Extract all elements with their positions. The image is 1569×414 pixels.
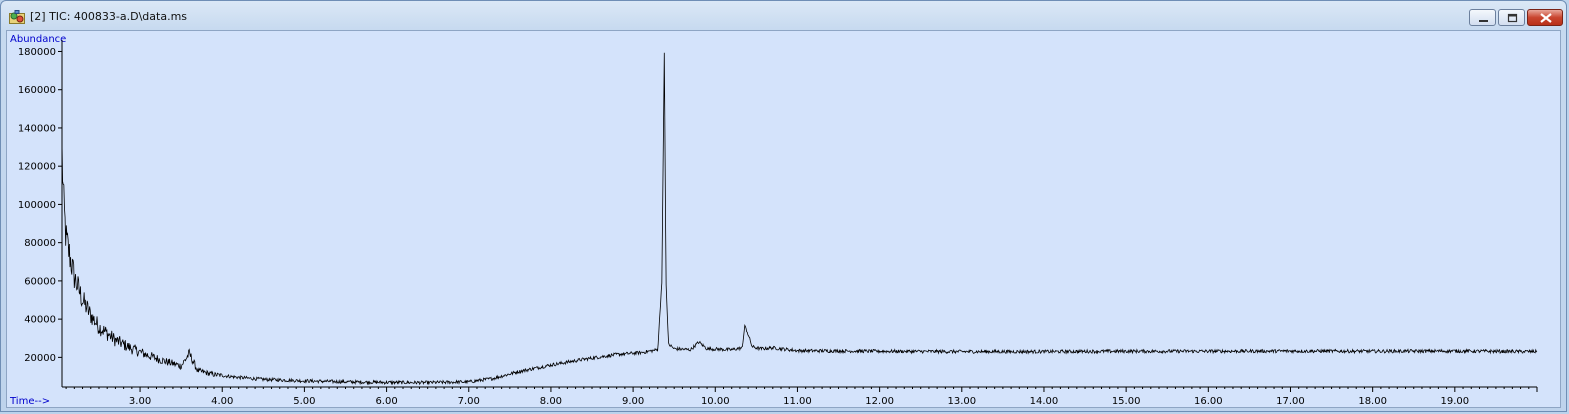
x-tick-label: 17.00 [1276, 396, 1305, 407]
y-tick-label: 160000 [18, 85, 56, 96]
x-tick-label: 9.00 [622, 396, 644, 407]
x-tick-label: 3.00 [129, 396, 151, 407]
x-tick-label: 14.00 [1030, 396, 1059, 407]
x-tick-label: 10.00 [701, 396, 730, 407]
y-tick-label: 40000 [24, 315, 56, 326]
x-tick-label: 19.00 [1441, 396, 1470, 407]
maximize-button[interactable] [1498, 9, 1525, 26]
x-tick-label: 13.00 [947, 396, 976, 407]
tick-marks: 20000 40000 60000 80000 100000 120000 140000 16… [18, 47, 1538, 407]
title-bar[interactable]: [2] TIC: 400833-a.D\data.ms [1, 1, 1566, 31]
x-tick-label: 8.00 [540, 396, 562, 407]
y-axis-label: Abundance [10, 34, 66, 45]
x-tick-label: 5.00 [293, 396, 315, 407]
x-tick-label: 15.00 [1112, 396, 1141, 407]
y-tick-label: 180000 [18, 47, 56, 58]
x-tick-label: 18.00 [1358, 396, 1387, 407]
minimize-icon [1479, 20, 1488, 22]
axes [61, 40, 1537, 388]
x-tick-label: 4.00 [211, 396, 233, 407]
x-axis-label: Time--> [9, 396, 50, 407]
y-tick-label: 80000 [24, 238, 56, 249]
y-tick-label: 100000 [18, 200, 56, 211]
x-tick-label: 11.00 [783, 396, 812, 407]
window-title: [2] TIC: 400833-a.D\data.ms [30, 10, 188, 23]
x-tick-label: 7.00 [458, 396, 480, 407]
x-tick-label: 6.00 [375, 396, 397, 407]
x-tick-label: 12.00 [865, 396, 894, 407]
y-tick-label: 140000 [18, 123, 56, 134]
trace-layer [61, 52, 1538, 386]
tic-chart[interactable]: Abundance Time--> 20000 40000 60000 80000 10… [7, 31, 1560, 407]
x-tick-label: 16.00 [1194, 396, 1223, 407]
minimize-button[interactable] [1469, 9, 1496, 26]
plot-area[interactable]: Abundance Time--> 20000 40000 60000 80000 10… [6, 30, 1561, 408]
y-tick-label: 60000 [24, 276, 56, 287]
y-tick-label: 20000 [24, 353, 56, 364]
close-button[interactable] [1527, 9, 1563, 26]
chromatogram-app-icon [9, 10, 25, 24]
close-icon [1540, 13, 1552, 23]
tic-trace [61, 52, 1538, 386]
restore-icon [1507, 13, 1518, 23]
y-tick-label: 120000 [18, 162, 56, 173]
